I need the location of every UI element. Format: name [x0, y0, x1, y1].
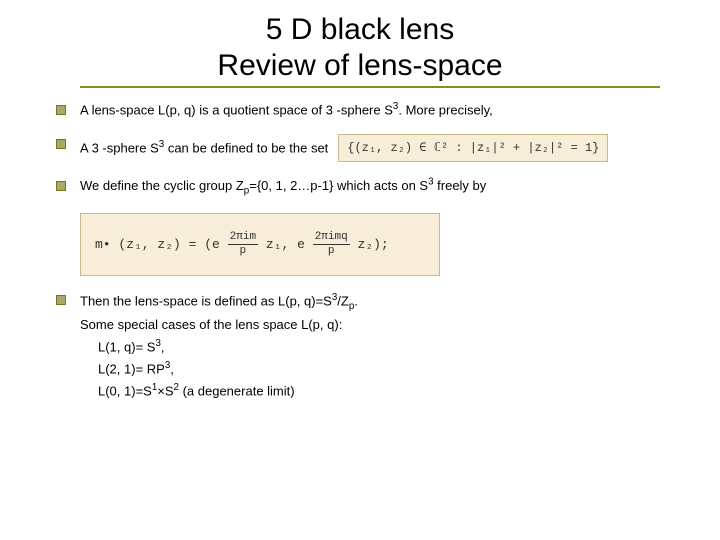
- bullet-2-text: A 3 -sphere S3 can be defined to be the …: [80, 138, 328, 158]
- formula2-frac1: 2πim p: [228, 232, 258, 257]
- formula2-frac1-den: p: [228, 245, 258, 257]
- final-l5-mid: ×S: [157, 383, 173, 398]
- final-l1-tail: .: [354, 294, 358, 309]
- bullet-1-text: A lens-space L(p, q) is a quotient space…: [80, 102, 393, 117]
- bullet-2-mid: can be defined to be the set: [164, 140, 328, 155]
- final-l4-tail: ,: [170, 361, 174, 376]
- formula2-frac1-num: 2πim: [228, 232, 258, 245]
- slide: 5 D black lens Review of lens-space A le…: [0, 0, 720, 540]
- bullet-2-pre: A 3 -sphere S: [80, 140, 159, 155]
- bullet-3-pre: We define the cyclic group Z: [80, 178, 244, 193]
- final-l5-tail: (a degenerate limit): [179, 383, 295, 398]
- formula2-frac2-num: 2πimq: [313, 232, 350, 245]
- formula2-rhs: z₂);: [358, 237, 389, 252]
- bullet-1-tail: . More precisely,: [398, 102, 492, 117]
- final-l4-pre: L(2, 1)= RP: [98, 361, 165, 376]
- bullet-2: A 3 -sphere S3 can be defined to be the …: [50, 134, 680, 162]
- formula-set-definition: {(z₁, z₂) ∈ ℂ² : |z₁|² + |z₂|² = 1}: [338, 134, 608, 162]
- title-line-1: 5 D black lens: [80, 12, 640, 48]
- formula2-frac2-den: p: [313, 245, 350, 257]
- formula2-frac2: 2πimq p: [313, 232, 350, 257]
- final-line-1: Then the lens-space is defined as L(p, q…: [80, 290, 680, 315]
- formula2-mid: z₁, e: [266, 237, 305, 252]
- title-line-2: Review of lens-space: [80, 48, 640, 84]
- final-l3-tail: ,: [161, 339, 165, 354]
- formula-group-action: m• (z₁, z₂) = (e 2πim p z₁, e 2πimq p z₂…: [80, 213, 440, 276]
- final-l1-mid: /Z: [337, 294, 349, 309]
- final-l5-pre: L(0, 1)=S: [98, 383, 152, 398]
- final-l3-pre: L(1, q)= S: [98, 339, 155, 354]
- bullet-3-mid: ={0, 1, 2…p-1} which acts on S: [249, 178, 428, 193]
- bullet-3: We define the cyclic group Zp={0, 1, 2…p…: [50, 176, 680, 200]
- title-block: 5 D black lens Review of lens-space: [80, 12, 640, 88]
- final-line-5: L(0, 1)=S1×S2 (a degenerate limit): [80, 380, 680, 402]
- formula2-lhs: m• (z₁, z₂) = (e: [95, 237, 220, 252]
- bullet-1: A lens-space L(p, q) is a quotient space…: [50, 100, 680, 120]
- final-line-4: L(2, 1)= RP3,: [80, 358, 680, 380]
- title-underline: [80, 86, 660, 88]
- final-line-3: L(1, q)= S3,: [80, 336, 680, 358]
- final-line-2: Some special cases of the lens space L(p…: [80, 315, 680, 336]
- bullet-3-text: We define the cyclic group Zp={0, 1, 2…p…: [80, 178, 486, 193]
- bullet-2-row: A 3 -sphere S3 can be defined to be the …: [80, 134, 680, 162]
- final-l1-pre: Then the lens-space is defined as L(p, q…: [80, 294, 332, 309]
- final-block: Then the lens-space is defined as L(p, q…: [40, 290, 680, 402]
- bullet-3-tail: freely by: [434, 178, 487, 193]
- bullet-list: A lens-space L(p, q) is a quotient space…: [40, 100, 680, 199]
